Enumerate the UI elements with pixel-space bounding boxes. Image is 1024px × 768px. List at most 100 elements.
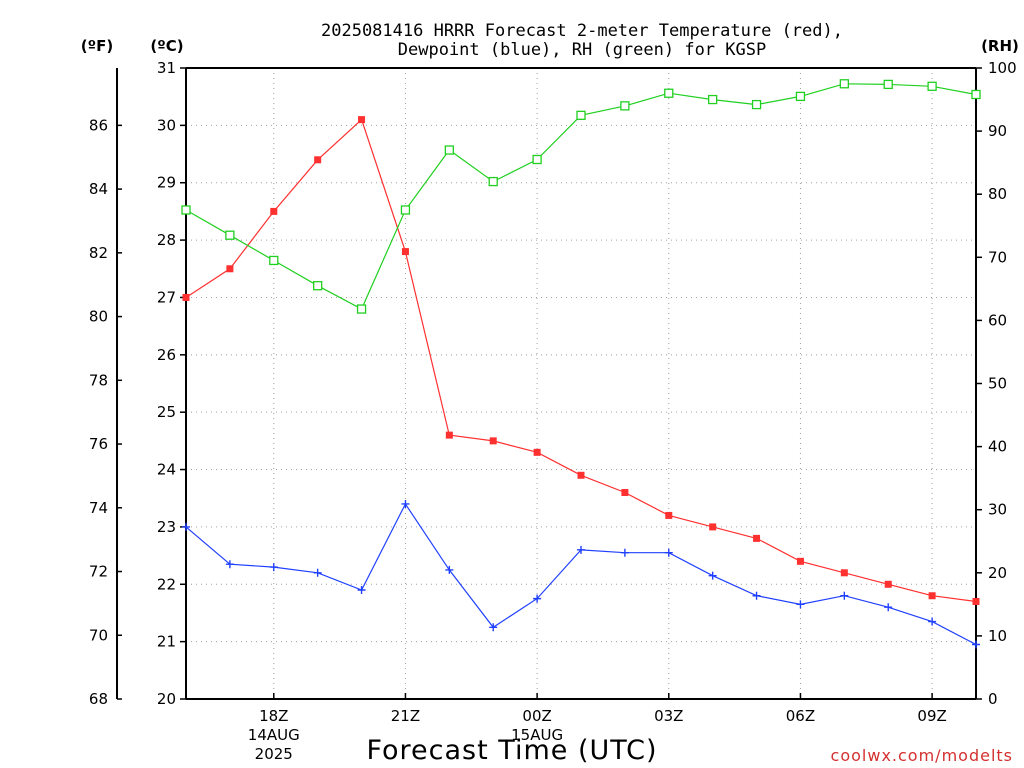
rh-unit-label: (RH)	[981, 37, 1019, 55]
fahrenheit-unit-label: (ºF)	[81, 37, 113, 55]
x-tick-label: 09Z	[917, 707, 946, 725]
chart-title-line-2: Dewpoint (blue), RH (green) for KGSP	[398, 40, 766, 60]
dewpoint-point	[752, 591, 761, 600]
celsius-tick-label: 21	[157, 633, 176, 651]
rh-point	[664, 88, 674, 98]
temperature-point	[884, 580, 892, 588]
dewpoint-point	[489, 623, 498, 632]
temperature-point	[270, 207, 278, 215]
dewpoint-point	[269, 563, 278, 572]
rh-point	[795, 91, 806, 102]
dewpoint-point	[972, 640, 980, 649]
fahrenheit-tick-label: 80	[89, 308, 108, 326]
rh-tick-label: 90	[988, 122, 1007, 140]
dewpoint-point	[928, 617, 937, 626]
x-tick-label: 15AUG	[511, 726, 563, 744]
temperature-point	[796, 557, 804, 565]
celsius-tick-label: 25	[157, 403, 176, 421]
temperature-point	[840, 569, 848, 577]
chart-title-line-1: 2025081416 HRRR Forecast 2-meter Tempera…	[321, 21, 843, 41]
rh-point	[971, 89, 981, 100]
celsius-unit-label: (ºC)	[150, 37, 183, 55]
credit-text: coolwx.com/modelts	[831, 746, 1013, 765]
dewpoint-point	[401, 499, 410, 508]
rh-tick-label: 70	[988, 248, 1007, 266]
fahrenheit-tick-label: 70	[89, 626, 108, 644]
rh-tick-label: 40	[988, 438, 1007, 456]
fahrenheit-tick-label: 78	[89, 371, 108, 389]
rh-point	[620, 101, 630, 111]
x-tick-label: 00Z	[522, 707, 551, 725]
rh-tick-label: 30	[988, 501, 1007, 519]
temperature-point	[401, 248, 409, 256]
rh-point	[225, 230, 235, 240]
temperature-point	[533, 448, 541, 456]
celsius-tick-label: 30	[157, 116, 176, 134]
celsius-tick-label: 24	[157, 461, 176, 479]
dewpoint-point	[840, 591, 849, 600]
dewpoint-point	[620, 548, 629, 557]
dewpoint-line	[185, 502, 977, 646]
x-tick-label: 18Z	[259, 707, 288, 725]
rh-tick-label: 20	[988, 564, 1007, 582]
rh-point	[532, 154, 542, 165]
rh-tick-label: 50	[988, 375, 1007, 393]
fahrenheit-tick-label: 74	[89, 499, 108, 517]
dewpoint-point	[708, 571, 717, 580]
rh-point	[269, 255, 279, 266]
dewpoint-point	[577, 545, 585, 554]
x-tick-label: 06Z	[786, 707, 815, 725]
rh-tick-label: 100	[988, 59, 1017, 77]
rh-point	[400, 205, 411, 215]
fahrenheit-tick-label: 68	[89, 690, 108, 708]
rh-tick-label: 80	[988, 185, 1007, 203]
rh-tick-label: 60	[988, 311, 1007, 329]
dewpoint-point	[533, 594, 542, 603]
temperature-point	[928, 592, 936, 600]
rh-point	[181, 205, 191, 215]
celsius-tick-label: 29	[157, 174, 176, 192]
celsius-tick-label: 23	[157, 518, 176, 536]
fahrenheit-tick-label: 76	[89, 435, 108, 453]
temperature-point	[621, 488, 629, 496]
x-tick-label: 03Z	[654, 707, 683, 725]
x-tick-label: 14AUG	[248, 726, 300, 744]
rh-point	[927, 81, 937, 91]
temperature-point	[753, 534, 761, 542]
rh-point	[708, 94, 718, 105]
dewpoint-point	[313, 568, 322, 577]
celsius-tick-label: 20	[157, 690, 176, 708]
grid-lines	[186, 68, 976, 699]
fahrenheit-tick-label: 82	[89, 244, 108, 262]
rh-point	[356, 304, 367, 314]
rh-tick-label: 0	[988, 690, 998, 708]
rh-point	[313, 281, 323, 291]
celsius-tick-label: 22	[157, 575, 176, 593]
temperature-point	[665, 511, 673, 519]
temperature-point	[358, 116, 366, 124]
temperature-point	[445, 431, 453, 439]
celsius-tick-label: 26	[157, 346, 176, 364]
fahrenheit-tick-label: 72	[89, 563, 108, 581]
temperature-point	[226, 265, 234, 273]
dewpoint-point	[884, 603, 893, 612]
rh-point	[751, 99, 762, 110]
celsius-tick-label: 31	[157, 59, 176, 77]
temperature-point	[709, 523, 717, 531]
axis-ticks: 20 21 22 23 24 25 26 27 28 29 30 31 68 70 72 74 76 78 80 82…	[89, 59, 1017, 763]
dewpoint-point	[182, 522, 190, 531]
celsius-tick-label: 27	[157, 288, 176, 306]
fahrenheit-tick-label: 84	[89, 180, 108, 198]
dewpoint-point	[664, 548, 673, 557]
dewpoint-point	[225, 560, 234, 569]
series-lines	[181, 79, 981, 649]
x-axis-title: Forecast Time (UTC)	[366, 735, 657, 766]
temperature-line	[185, 118, 977, 603]
dewpoint-point	[357, 586, 366, 595]
temperature-point	[577, 471, 585, 479]
rh-point	[576, 110, 586, 120]
rh-point	[444, 145, 454, 155]
temperature-point	[314, 156, 322, 164]
rh-point	[839, 79, 849, 89]
